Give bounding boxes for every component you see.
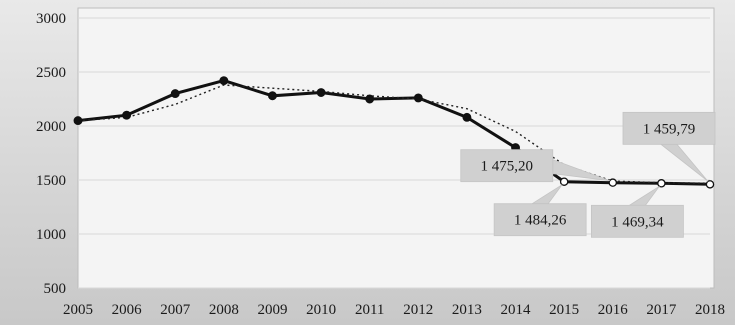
data-point bbox=[73, 116, 83, 126]
data-point bbox=[316, 88, 326, 97]
y-tick-label: 2500 bbox=[36, 65, 66, 81]
x-tick-label: 2006 bbox=[112, 302, 143, 318]
data-point bbox=[365, 94, 375, 104]
data-point bbox=[122, 110, 132, 120]
data-point bbox=[268, 91, 277, 101]
x-tick-label: 2018 bbox=[695, 302, 725, 318]
callout-box bbox=[590, 204, 684, 238]
plot-area bbox=[77, 7, 715, 289]
data-point bbox=[608, 178, 618, 187]
y-tick-label: 3000 bbox=[36, 11, 66, 27]
x-axis: 2005 2006 2007 2008 2009 2010 2011 2012 2013 2014… bbox=[63, 302, 725, 318]
y-tick-label: 2000 bbox=[36, 119, 66, 135]
x-tick-label: 2009 bbox=[257, 302, 287, 318]
x-tick-label: 2012 bbox=[403, 302, 433, 318]
data-point bbox=[413, 93, 423, 103]
data-label: 1 469,34 bbox=[611, 214, 664, 230]
data-point bbox=[559, 177, 569, 186]
callout-box bbox=[622, 111, 716, 145]
y-tick-label: 500 bbox=[44, 281, 67, 297]
y-axis: 500 1000 1500 2000 2500 3000 bbox=[36, 11, 66, 297]
data-point bbox=[462, 112, 472, 122]
x-tick-label: 2014 bbox=[501, 302, 532, 318]
data-label: 1 459,79 bbox=[643, 121, 696, 137]
data-point bbox=[170, 89, 180, 99]
x-tick-label: 2013 bbox=[452, 302, 482, 318]
series-line-solid bbox=[77, 79, 711, 186]
data-point bbox=[705, 180, 715, 189]
x-tick-label: 2007 bbox=[160, 302, 191, 318]
callout-box bbox=[493, 203, 587, 237]
callout-box bbox=[460, 149, 554, 183]
data-label: 1 484,26 bbox=[514, 213, 567, 229]
data-callouts: 1 475,20 1 484,26 1 469,34 1 459,79 bbox=[460, 111, 716, 238]
gridlines bbox=[78, 17, 710, 289]
x-tick-label: 2017 bbox=[646, 302, 677, 318]
x-tick-label: 2015 bbox=[549, 302, 579, 318]
x-tick-label: 2008 bbox=[209, 302, 239, 318]
data-label: 1 475,20 bbox=[481, 159, 534, 175]
y-tick-label: 1000 bbox=[36, 227, 66, 243]
x-tick-label: 2010 bbox=[306, 302, 336, 318]
x-tick-label: 2005 bbox=[63, 302, 93, 318]
x-tick-label: 2011 bbox=[355, 302, 384, 318]
series-points bbox=[73, 76, 715, 189]
data-point bbox=[657, 179, 666, 188]
data-point bbox=[219, 76, 229, 86]
x-tick-label: 2016 bbox=[598, 302, 629, 318]
y-tick-label: 1500 bbox=[36, 173, 66, 189]
